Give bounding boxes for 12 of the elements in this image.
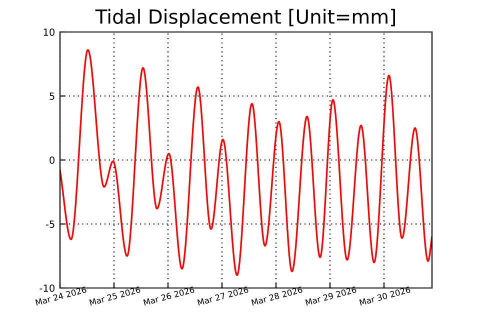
y-tick-label: 0 [50, 156, 54, 164]
y-tick-label: -5 [46, 220, 54, 228]
x-tick-label: Mar 26 2026 [143, 286, 195, 306]
x-tick-label: Mar 29 2026 [305, 286, 357, 306]
y-tick-label: 10 [44, 28, 54, 36]
x-tick-label: Mar 25 2026 [89, 286, 141, 306]
chart-title: Tidal Displacement [Unit=mm] [95, 8, 395, 28]
x-tick-label: Mar 30 2026 [359, 286, 411, 306]
y-tick-label: 5 [50, 92, 54, 100]
x-tick-label: Mar 28 2026 [251, 286, 303, 306]
x-tick-label: Mar 27 2026 [197, 286, 249, 306]
y-tick-label: -10 [40, 284, 54, 292]
